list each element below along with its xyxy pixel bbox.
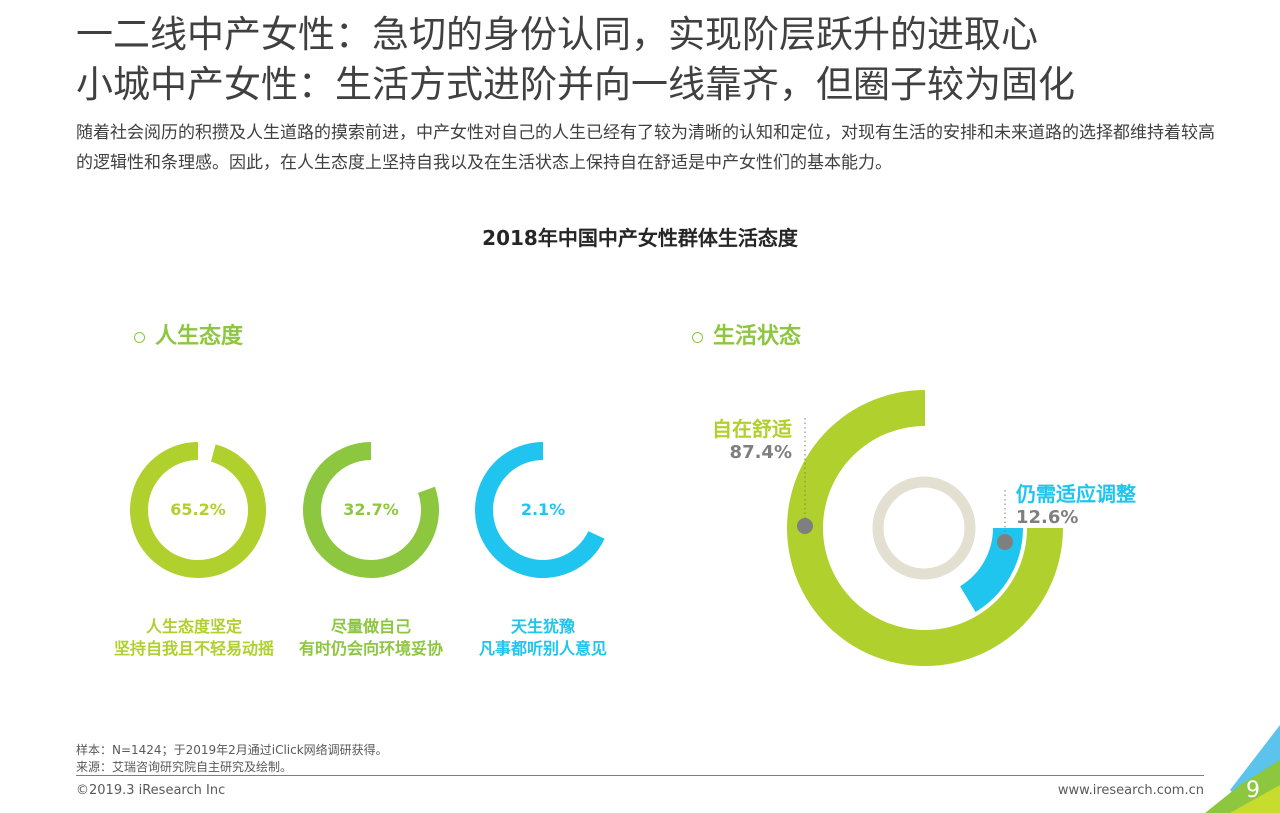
donut-value-1: 65.2% [170,500,226,519]
leader-dot [797,518,813,534]
section-label: 人生态度 [155,324,244,349]
caption-line: 天生犹豫 [510,617,575,636]
leader-dot [997,534,1013,550]
corner-logo-decoration [1205,725,1280,813]
title-line-2: 小城中产女性：生活方式进阶并向一线靠齐，但圈子较为固化 [76,63,1075,106]
label-value: 12.6% [1016,507,1079,528]
donut-caption-2: 尽量做自己有时仍会向环境妥协 [276,616,466,660]
caption-line: 有时仍会向环境妥协 [298,639,443,658]
donut-value-2: 32.7% [343,500,399,519]
website-link[interactable]: www.iresearch.com.cn [1057,783,1204,798]
section-life-state: 生活状态 [692,318,801,350]
footer-divider [76,775,1204,776]
caption-line: 尽量做自己 [330,617,411,636]
inner-ring [872,476,976,580]
caption-line: 凡事都听别人意见 [478,639,607,658]
section-life-attitude: 人生态度 [134,318,243,350]
section-label: 生活状态 [713,324,802,349]
donut-caption-3: 天生犹豫凡事都听别人意见 [448,616,638,660]
copyright: ©2019.3 iResearch Inc [76,783,226,798]
description: 随着社会阅历的积攒及人生道路的摸索前进，中产女性对自己的人生已经有了较为清晰的认… [76,123,1215,173]
label-comfortable: 自在舒适 87.4% [712,417,792,465]
title-line-1: 一二线中产女性：急切的身份认同，实现阶层跃升的进取心 [76,13,1038,56]
circle-bullet-icon [692,331,703,343]
label-adjusting: 仍需适应调整 12.6% [1016,482,1136,530]
circle-bullet-icon [134,331,145,343]
sample-note: 样本：N=1424；于2019年2月通过iClick网络调研获得。 [76,743,388,757]
chart-title: 2018年中国中产女性群体生活态度 [482,226,798,250]
caption-line: 坚持自我且不轻易动摇 [113,639,274,658]
page-number: 9 [1246,778,1260,803]
label-text: 仍需适应调整 [1016,482,1136,506]
donut-value-3: 2.1% [520,500,566,519]
donut-caption-1: 人生态度坚定坚持自我且不轻易动摇 [99,616,289,660]
source-note: 来源：艾瑞咨询研究院自主研究及绘制。 [76,760,293,774]
label-text: 自在舒适 [712,417,792,441]
caption-line: 人生态度坚定 [145,617,242,636]
label-value: 87.4% [729,442,792,463]
